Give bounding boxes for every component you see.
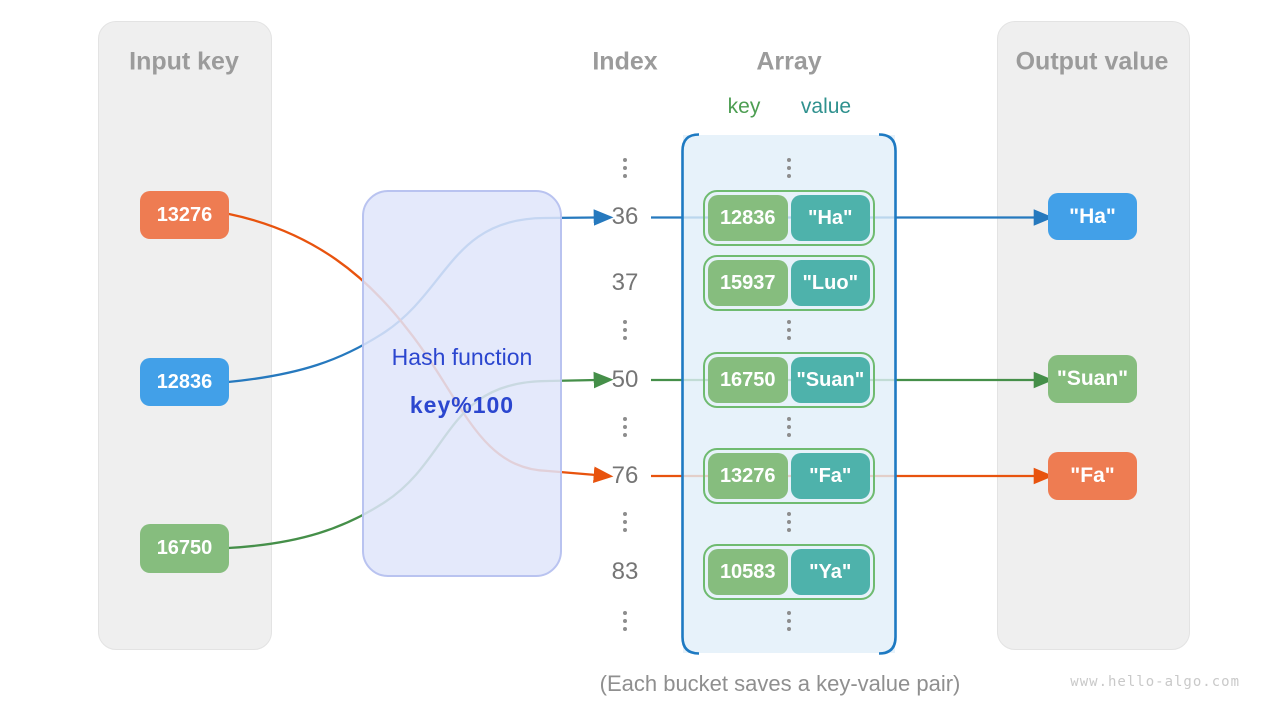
output-value-ha: "Ha" <box>1048 193 1137 240</box>
hash-function-box: Hash function key%100 <box>362 190 562 577</box>
bucket-50-key: 16750 <box>708 357 788 403</box>
watermark: www.hello-algo.com <box>1070 674 1240 690</box>
bucket-36-key: 12836 <box>708 195 788 241</box>
index-36: 36 <box>611 203 639 230</box>
array-panel-border <box>681 133 897 655</box>
hash-function-formula: key%100 <box>409 392 515 418</box>
output-value-panel <box>997 21 1190 650</box>
figure-caption: (Each bucket saves a key-value pair) <box>599 671 961 696</box>
array-ellipsis-dots <box>787 320 791 340</box>
output-value-suan: "Suan" <box>1048 355 1137 403</box>
value-column-label: value <box>800 95 852 118</box>
output-value-fa: "Fa" <box>1048 452 1137 500</box>
index-ellipsis-dots <box>623 320 627 340</box>
index-76: 76 <box>611 462 639 489</box>
bucket-76: 13276 "Fa" <box>703 448 875 504</box>
bucket-36-value: "Ha" <box>790 195 870 241</box>
input-key-12836: 12836 <box>140 358 229 406</box>
index-ellipsis-dots <box>623 512 627 532</box>
index-ellipsis-dots <box>623 417 627 437</box>
index-ellipsis-dots <box>623 158 627 178</box>
array-ellipsis-dots <box>787 611 791 631</box>
array-ellipsis-dots <box>787 158 791 178</box>
index-50: 50 <box>611 366 639 393</box>
bucket-83: 10583 "Ya" <box>703 544 875 600</box>
index-83: 83 <box>611 558 639 585</box>
array-ellipsis-dots <box>787 512 791 532</box>
array-header: Array <box>756 47 822 76</box>
bucket-76-value: "Fa" <box>790 453 870 499</box>
bucket-83-key: 10583 <box>708 549 788 595</box>
bucket-83-value: "Ya" <box>790 549 870 595</box>
bucket-37: 15937 "Luo" <box>703 255 875 311</box>
bucket-50: 16750 "Suan" <box>703 352 875 408</box>
index-header: Index <box>592 47 658 76</box>
bucket-37-value: "Luo" <box>790 260 870 306</box>
index-ellipsis-dots <box>623 611 627 631</box>
input-key-13276: 13276 <box>140 191 229 239</box>
index-37: 37 <box>611 269 639 296</box>
output-panel-title: Output value <box>1015 47 1169 76</box>
input-panel-title: Input key <box>129 47 239 76</box>
key-column-label: key <box>727 95 761 118</box>
array-ellipsis-dots <box>787 417 791 437</box>
input-key-16750: 16750 <box>140 524 229 573</box>
hash-function-title: Hash function <box>391 344 533 370</box>
bucket-50-value: "Suan" <box>790 357 870 403</box>
bucket-37-key: 15937 <box>708 260 788 306</box>
bucket-76-key: 13276 <box>708 453 788 499</box>
bucket-36: 12836 "Ha" <box>703 190 875 246</box>
